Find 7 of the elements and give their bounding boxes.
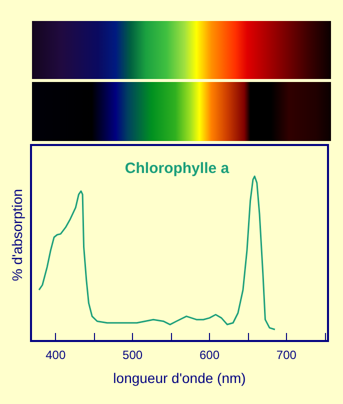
chart-title: Chlorophylle a (124, 160, 230, 177)
y-axis-title: % d'absorption (9, 188, 25, 282)
x-tick-label: 700 (276, 348, 297, 362)
x-axis-title: longueur d'onde (nm) (113, 370, 246, 386)
x-tick-label: 500 (122, 348, 143, 362)
x-tick-label: 600 (199, 348, 220, 362)
x-tick-label: 400 (46, 348, 66, 362)
